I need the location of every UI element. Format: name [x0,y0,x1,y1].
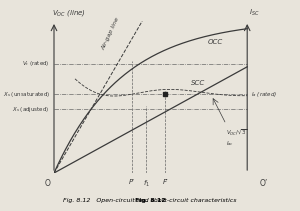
Text: $I_a$ (rated): $I_a$ (rated) [251,89,278,99]
Text: $X_s$ (adjusted): $X_s$ (adjusted) [12,105,50,114]
Text: $V_{OC}$ (line): $V_{OC}$ (line) [52,8,86,18]
Text: Air-gap line: Air-gap line [101,17,121,51]
Text: Fig. 8.12   Open-circuit and short-circuit characteristics: Fig. 8.12 Open-circuit and short-circuit… [63,197,237,203]
Text: $I_{SC}$: $I_{SC}$ [249,8,260,18]
Text: $V_t$ (rated): $V_t$ (rated) [22,59,50,68]
Text: $f_1$: $f_1$ [143,179,150,189]
Text: $V_{OC}/\sqrt{3}$
$I_{ac}$: $V_{OC}/\sqrt{3}$ $I_{ac}$ [226,127,248,148]
Text: F′: F′ [163,179,168,185]
Text: Fig. 8.12: Fig. 8.12 [135,197,165,203]
Text: SCC: SCC [190,80,205,86]
Text: O’: O’ [260,179,268,188]
Text: $X_s$ (unsaturated): $X_s$ (unsaturated) [3,89,50,99]
Text: OCC: OCC [207,39,223,45]
Text: O: O [45,179,51,188]
Text: P′: P′ [129,179,135,185]
